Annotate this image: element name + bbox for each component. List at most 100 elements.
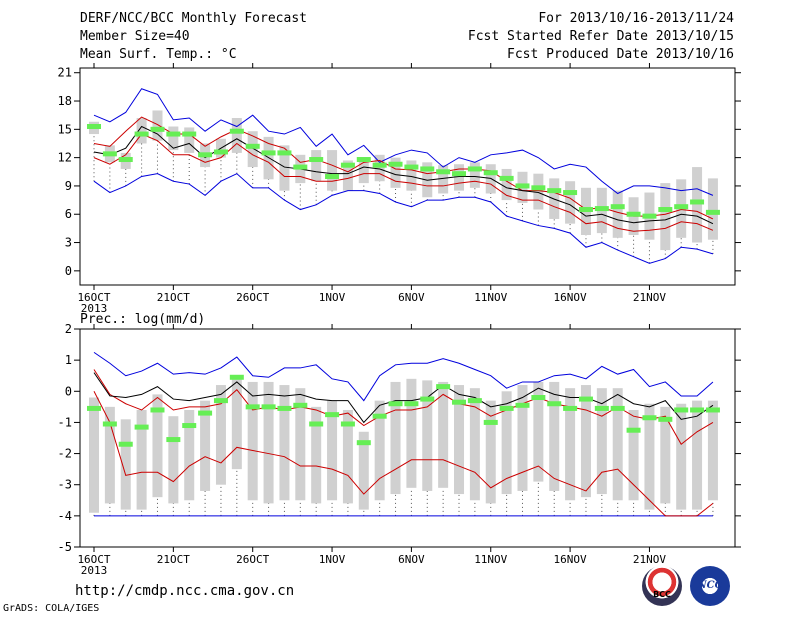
median-marker bbox=[578, 207, 593, 213]
median-marker bbox=[245, 404, 260, 410]
median-marker bbox=[293, 402, 308, 408]
median-marker bbox=[594, 405, 609, 411]
y-tick-label: -4 bbox=[58, 509, 72, 523]
median-marker bbox=[87, 123, 101, 129]
x-tick-label: 1NOV bbox=[319, 291, 346, 304]
median-marker bbox=[642, 213, 657, 219]
member-box bbox=[231, 118, 242, 153]
member-box bbox=[469, 162, 480, 188]
member-box bbox=[565, 388, 576, 501]
panel-0: 0 3 6 9 12 15 18 21 16OCT 21OCT 26OCT 1NOV 6NOV 11NOV… bbox=[58, 63, 741, 315]
median-marker bbox=[690, 199, 705, 205]
median-marker bbox=[547, 188, 562, 194]
median-marker bbox=[166, 437, 181, 443]
median-marker bbox=[467, 398, 482, 404]
grads-credit: GrADS: COLA/IGES bbox=[3, 603, 100, 614]
median-marker bbox=[563, 405, 578, 411]
member-box bbox=[295, 388, 306, 501]
member-box bbox=[454, 385, 465, 495]
median-marker bbox=[404, 401, 419, 407]
median-marker bbox=[388, 161, 403, 167]
median-marker bbox=[436, 169, 451, 175]
member-box bbox=[501, 391, 512, 495]
median-marker bbox=[690, 407, 705, 413]
footer-url[interactable]: http://cmdp.ncc.cma.gov.cn bbox=[75, 583, 295, 599]
member-box bbox=[660, 406, 671, 504]
y-tick-label: -5 bbox=[58, 540, 72, 554]
min-line bbox=[93, 173, 714, 264]
member-box bbox=[485, 400, 496, 504]
median-marker bbox=[309, 157, 324, 163]
member-box bbox=[390, 381, 401, 495]
ensemble-mean-line bbox=[93, 372, 714, 424]
member-box bbox=[168, 416, 179, 504]
y-tick-label: -1 bbox=[58, 415, 72, 429]
bcc-logo: BCC bbox=[642, 566, 682, 606]
median-marker bbox=[325, 174, 340, 179]
x-tick-label: 6NOV bbox=[398, 291, 425, 304]
member-box bbox=[533, 381, 544, 482]
member-box bbox=[676, 403, 687, 510]
ncc-logo-text: NCC bbox=[697, 580, 723, 591]
median-marker bbox=[293, 164, 308, 170]
member-box bbox=[580, 385, 591, 498]
x-tick-label: 16NOV bbox=[554, 553, 587, 566]
y-tick-label: 0 bbox=[65, 264, 72, 278]
median-marker bbox=[229, 128, 244, 134]
member-box bbox=[454, 164, 465, 191]
member-box bbox=[390, 157, 401, 188]
member-box bbox=[612, 388, 623, 501]
median-marker bbox=[674, 204, 689, 210]
median-marker bbox=[150, 407, 165, 413]
median-marker bbox=[198, 410, 213, 416]
member-box bbox=[596, 388, 607, 495]
member-box bbox=[184, 409, 195, 501]
member-box bbox=[279, 385, 290, 501]
y-tick-label: 18 bbox=[58, 94, 72, 108]
x-tick-label: 16OCT bbox=[77, 553, 110, 566]
median-marker bbox=[626, 211, 641, 217]
x-tick-label: 26OCT bbox=[236, 291, 269, 304]
member-box bbox=[358, 431, 369, 510]
median-marker bbox=[118, 441, 133, 447]
max-line bbox=[93, 351, 714, 402]
median-marker bbox=[102, 151, 117, 157]
member-box bbox=[215, 385, 226, 485]
y-tick-label: 9 bbox=[65, 179, 72, 193]
median-marker bbox=[483, 419, 498, 425]
member-box bbox=[120, 419, 131, 510]
member-box bbox=[311, 150, 322, 182]
member-box bbox=[374, 400, 385, 501]
member-box bbox=[501, 168, 512, 201]
member-box bbox=[406, 378, 417, 488]
x-year-label: 2013 bbox=[81, 564, 108, 577]
median-marker bbox=[325, 412, 340, 418]
median-marker bbox=[452, 171, 467, 177]
member-box bbox=[184, 127, 195, 153]
upper-spread-line bbox=[93, 369, 714, 445]
x-year-label: 2013 bbox=[81, 302, 108, 315]
median-marker bbox=[705, 407, 720, 413]
y-tick-label: 21 bbox=[58, 66, 72, 80]
median-marker bbox=[309, 421, 324, 427]
member-box bbox=[279, 145, 290, 191]
median-marker bbox=[436, 384, 451, 390]
member-box bbox=[517, 385, 528, 491]
member-box bbox=[707, 178, 718, 240]
ensemble-mean-line bbox=[93, 125, 714, 225]
median-marker bbox=[547, 401, 562, 407]
median-marker bbox=[182, 131, 197, 137]
median-marker bbox=[340, 421, 355, 427]
median-marker bbox=[404, 164, 419, 170]
member-box bbox=[565, 181, 576, 224]
member-box bbox=[549, 381, 560, 491]
plot-frame bbox=[79, 328, 736, 548]
x-tick-label: 16NOV bbox=[554, 291, 587, 304]
variable-label-top: Mean Surf. Temp.: °C bbox=[80, 47, 237, 62]
median-marker bbox=[674, 407, 689, 413]
median-marker bbox=[340, 162, 355, 168]
member-box bbox=[327, 150, 338, 191]
x-tick-label: 21OCT bbox=[157, 553, 190, 566]
median-marker bbox=[198, 152, 213, 158]
member-box bbox=[89, 397, 99, 513]
